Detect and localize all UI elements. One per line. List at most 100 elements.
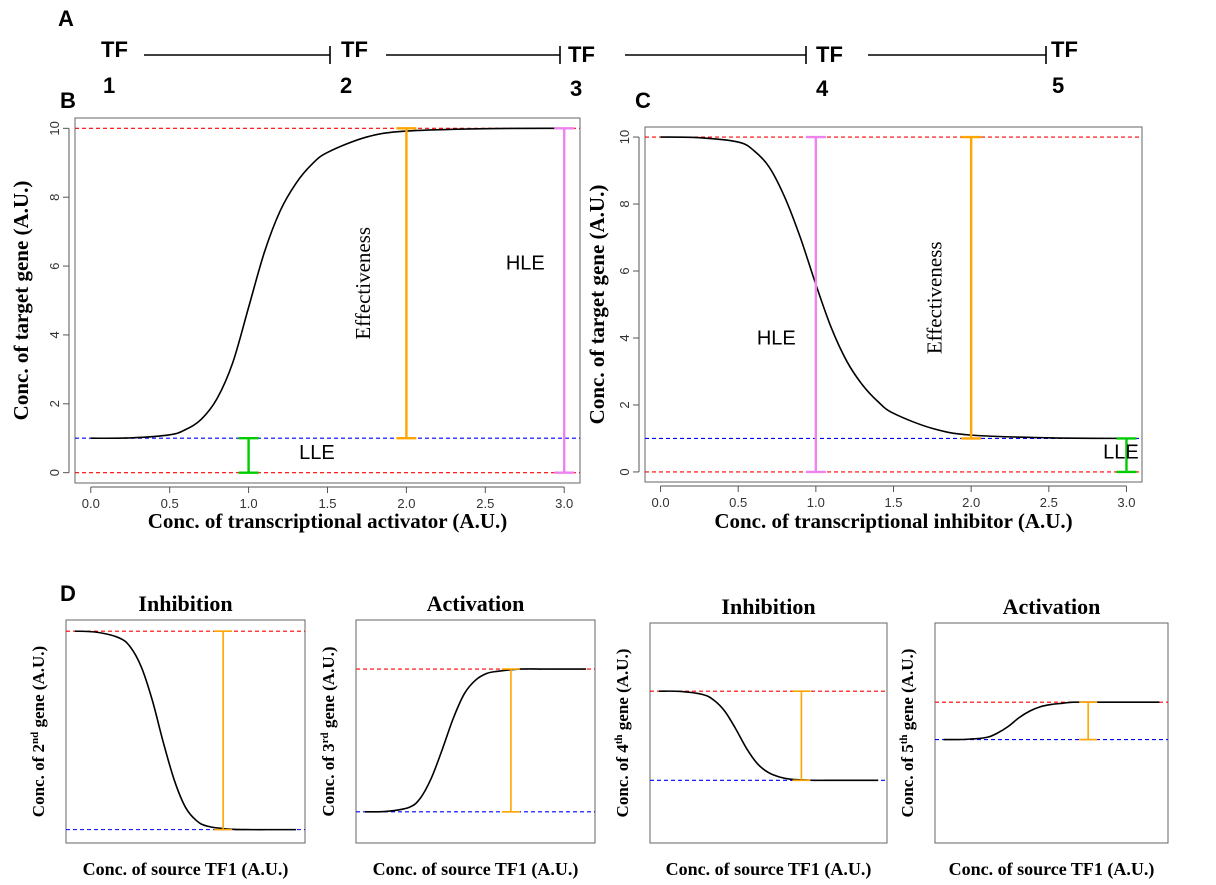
effectiveness-bar-marker: [1079, 701, 1098, 741]
chart-b: 0.0 0.5 1.0 1.5 2.0 2.5 3.0 0 2 4 6 8 10 Conc. of tra…: [9, 117, 581, 533]
panel-label-c: C: [635, 88, 651, 113]
response-curve: [364, 668, 587, 813]
response-curve: [74, 630, 297, 831]
tf3-label: TF: [568, 42, 595, 67]
response-curve: [658, 690, 879, 782]
response-curve: [660, 136, 1127, 440]
tf1-label: TF: [101, 37, 128, 62]
plots: 0.0 0.5 1.0 1.5 2.0 2.5 3.0 0 2 4 6 8 10 Conc. of tra…: [9, 117, 1169, 880]
x-tick-label: 2.5: [1040, 495, 1058, 510]
annotation-hle: HLE: [757, 328, 796, 350]
x-tick-label: 1.5: [318, 496, 336, 511]
y-axis-title-prefix: Conc. of 2: [29, 744, 48, 817]
x-tick-label: 1.0: [240, 496, 258, 511]
panel-label-d: D: [60, 581, 76, 606]
y-axis-title-suffix: gene (A.U.): [898, 649, 917, 735]
tf1-number: 1: [103, 73, 115, 98]
y-tick-label: 2: [47, 400, 62, 407]
plot-frame: [65, 619, 306, 844]
cascade-diagram: TF 1 TF 2 TF 3 TF 4 TF 5: [101, 37, 1078, 101]
chart-d3: Inhibition Conc. of source TF1 (A.U.) Conc…: [613, 594, 888, 880]
effectiveness-bar-marker: [961, 135, 982, 440]
panel-title: Activation: [1003, 594, 1101, 619]
plot-frame: [649, 622, 888, 844]
y-axis-title-prefix: Conc. of 4: [613, 744, 632, 818]
tf4-label: TF: [816, 42, 843, 67]
tf3-number: 3: [570, 76, 582, 101]
hle-bar-marker: [554, 127, 575, 474]
x-tick-label: 3.0: [1117, 495, 1135, 510]
y-axis-title: Conc. of 3rd gene (A.U.): [319, 646, 338, 816]
y-axis-title-suffix: gene (A.U.): [29, 646, 48, 732]
y-tick-label: 0: [617, 468, 632, 475]
lle-bar-marker: [238, 437, 259, 474]
y-tick-label: 8: [47, 194, 62, 201]
y-axis-title: Conc. of 4th gene (A.U.): [613, 649, 632, 818]
x-tick-label: 1.5: [884, 495, 902, 510]
x-axis-title: Conc. of transcriptional inhibitor (A.U.…: [714, 509, 1072, 533]
lle-bar-marker: [1116, 437, 1137, 474]
hle-bar-marker: [805, 135, 826, 474]
effectiveness-bar-marker: [396, 127, 417, 440]
x-tick-label: 0.0: [82, 496, 100, 511]
tf5-number: 5: [1052, 73, 1064, 98]
x-tick-label: 0.5: [161, 496, 179, 511]
annotation-hle: HLE: [506, 253, 545, 275]
y-axis-title: Conc. of target gene (A.U.): [9, 181, 33, 421]
x-tick-label: 0.0: [651, 495, 669, 510]
x-tick-label: 2.0: [397, 496, 415, 511]
plot-frame: [355, 619, 596, 844]
panel-title: Inhibition: [138, 591, 232, 616]
y-axis-title-prefix: Conc. of 3: [319, 743, 338, 816]
plot-frame: [934, 622, 1169, 844]
annotation-lle: LLE: [299, 442, 335, 464]
x-tick-label: 2.5: [476, 496, 494, 511]
y-axis-title-suffix: gene (A.U.): [613, 649, 632, 735]
x-tick-label: 1.0: [807, 495, 825, 510]
panel-title: Inhibition: [721, 594, 815, 619]
annotation-effectiveness: Effectiveness: [923, 241, 947, 354]
tf2-number: 2: [340, 73, 352, 98]
y-axis-title-superscript: nd: [29, 732, 41, 744]
y-tick-label: 10: [47, 121, 62, 135]
y-axis-title-superscript: rd: [319, 732, 331, 743]
y-tick-label: 2: [617, 401, 632, 408]
effectiveness-bar-marker: [792, 690, 811, 782]
y-axis-title-superscript: th: [613, 734, 625, 744]
y-axis-title: Conc. of 5th gene (A.U.): [898, 649, 917, 818]
x-axis-title: Conc. of transcriptional activator (A.U.…: [148, 509, 507, 533]
tf4-number: 4: [816, 76, 829, 101]
x-axis-title: Conc. of source TF1 (A.U.): [373, 859, 579, 880]
y-tick-label: 10: [617, 130, 632, 144]
annotation-lle: LLE: [1103, 442, 1139, 464]
chart-d4: Activation Conc. of source TF1 (A.U.) Conc…: [898, 594, 1169, 880]
panel-label-a: A: [58, 6, 74, 31]
y-tick-label: 6: [617, 267, 632, 274]
y-tick-label: 0: [47, 469, 62, 476]
x-axis-title: Conc. of source TF1 (A.U.): [666, 859, 872, 880]
chart-d1: Inhibition Conc. of source TF1 (A.U.) Conc…: [29, 591, 306, 880]
panel-title: Activation: [427, 591, 525, 616]
effectiveness-bar-marker: [501, 668, 520, 813]
tf2-label: TF: [341, 37, 368, 62]
x-tick-label: 0.5: [729, 495, 747, 510]
x-axis-title: Conc. of source TF1 (A.U.): [83, 859, 289, 880]
chart-d2: Activation Conc. of source TF1 (A.U.) Conc…: [319, 591, 596, 880]
response-curve: [90, 127, 565, 440]
annotation-effectiveness: Effectiveness: [351, 227, 375, 340]
y-axis-title: Conc. of target gene (A.U.): [585, 185, 609, 425]
plot-frame: [74, 117, 581, 484]
y-tick-label: 4: [617, 334, 632, 341]
x-axis-title: Conc. of source TF1 (A.U.): [949, 859, 1155, 880]
y-tick-label: 8: [617, 200, 632, 207]
panel-label-b: B: [60, 88, 76, 113]
response-curve: [943, 701, 1160, 741]
y-axis-title: Conc. of 2nd gene (A.U.): [29, 646, 48, 817]
plot-frame: [644, 126, 1143, 483]
y-axis-title-superscript: th: [898, 734, 910, 744]
effectiveness-bar-marker: [214, 630, 233, 831]
x-tick-label: 2.0: [962, 495, 980, 510]
y-axis-title-prefix: Conc. of 5: [898, 744, 917, 817]
x-tick-label: 3.0: [555, 496, 573, 511]
